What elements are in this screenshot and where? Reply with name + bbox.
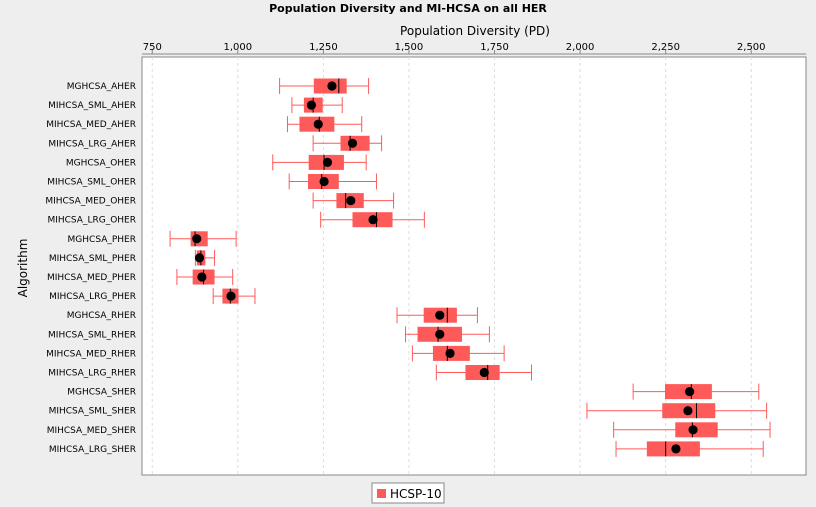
category-label: MIHCSA_SML_OHER — [47, 178, 136, 188]
category-label: MIHCSA_LRG_AHER — [48, 139, 136, 149]
mean-point — [683, 406, 693, 416]
box-mghcsa-pher — [169, 230, 237, 247]
box-mihcsa-lrg-sher — [615, 440, 764, 457]
category-label: MGHCSA_SHER — [67, 388, 136, 398]
category-label: MIHCSA_LRG_SHER — [49, 445, 136, 455]
category-labels: MGHCSA_AHER MIHCSA_SML_AHER MIHCSA_MED_AHE… — [45, 82, 136, 455]
boxes — [169, 78, 771, 457]
mean-point — [479, 367, 489, 378]
x-tick-label: 750 — [143, 42, 162, 53]
x-tick-label: 2,000 — [566, 42, 595, 53]
mean-point — [347, 138, 358, 148]
box-mihcsa-lrg-pher — [212, 288, 256, 305]
mean-point — [346, 196, 356, 206]
mean-point — [435, 329, 445, 339]
x-ticks: 750 1,000 1,250 1,500 1,750 2,000 2,250 2,500 — [143, 42, 766, 54]
mean-point — [368, 215, 378, 225]
box-mghcsa-aher — [279, 78, 370, 94]
mean-point — [671, 444, 681, 454]
box-mihcsa-med-pher — [176, 269, 234, 285]
category-label: MIHCSA_SML_AHER — [48, 101, 136, 111]
category-label: MIHCSA_MED_PHER — [47, 273, 136, 283]
category-label: MGHCSA_OHER — [66, 158, 136, 168]
legend: HCSP-10 — [371, 482, 445, 504]
mean-point — [313, 119, 323, 129]
x-tick-label: 2,500 — [737, 42, 766, 53]
box-mihcsa-sml-rher — [405, 326, 490, 343]
category-label: MIHCSA_SML_SHER — [49, 407, 136, 417]
box-mihcsa-sml-aher — [291, 97, 343, 114]
mean-point — [194, 253, 205, 263]
mean-point — [322, 157, 333, 167]
x-tick-label: 1,000 — [224, 42, 253, 53]
category-label: MGHCSA_RHER — [67, 311, 136, 321]
box-mihcsa-med-sher — [613, 421, 771, 438]
mean-point — [197, 272, 207, 282]
category-label: MGHCSA_PHER — [68, 235, 136, 245]
y-axis-label: Algorithm — [16, 239, 30, 298]
category-label: MIHCSA_MED_OHER — [45, 197, 136, 207]
category-label: MGHCSA_AHER — [67, 82, 136, 92]
box-mihcsa-med-rher — [411, 345, 505, 362]
x-tick-label: 1,750 — [480, 42, 509, 53]
box-mghcsa-rher — [396, 307, 478, 324]
category-label: MIHCSA_LRG_OHER — [47, 216, 136, 226]
mean-point — [327, 81, 337, 91]
box-mihcsa-lrg-oher — [320, 211, 425, 228]
box-mihcsa-sml-oher — [288, 173, 377, 190]
legend-frame — [371, 482, 445, 504]
box-mihcsa-med-oher — [312, 192, 395, 209]
box-mihcsa-lrg-aher — [312, 135, 383, 152]
mean-point — [685, 387, 695, 397]
legend-swatch-hcsp-10 — [377, 489, 386, 498]
box-mihcsa-sml-pher — [194, 249, 216, 266]
x-tick-label: 1,500 — [395, 42, 424, 53]
mean-point — [319, 176, 329, 187]
box-mghcsa-oher — [272, 154, 367, 171]
mean-point — [306, 100, 317, 110]
category-label: MIHCSA_MED_AHER — [46, 120, 136, 130]
mean-point — [192, 234, 202, 244]
category-label: MIHCSA_SML_RHER — [48, 330, 136, 340]
x-tick-label: 1,250 — [309, 42, 338, 53]
mean-point — [688, 425, 698, 435]
category-label: MIHCSA_LRG_PHER — [49, 292, 136, 302]
mean-point — [435, 310, 445, 320]
box-mihcsa-med-aher — [286, 116, 363, 133]
box-mghcsa-sher — [632, 383, 760, 400]
category-label: MIHCSA_SML_PHER — [49, 254, 136, 264]
x-tick-label: 2,250 — [651, 42, 680, 53]
box-mihcsa-lrg-rher — [435, 364, 533, 381]
x-axis-label: Population Diversity (PD) — [400, 24, 550, 38]
legend-label-hcsp-10: HCSP-10 — [390, 487, 442, 501]
chart-title: Population Diversity and MI-HCSA on all … — [269, 2, 547, 15]
category-label: MIHCSA_MED_SHER — [47, 426, 136, 436]
mean-point — [226, 291, 236, 301]
category-label: MIHCSA_MED_RHER — [46, 349, 136, 359]
mean-point — [445, 348, 455, 358]
category-label: MIHCSA_LRG_RHER — [48, 369, 136, 379]
box-mihcsa-sml-sher — [586, 402, 768, 419]
